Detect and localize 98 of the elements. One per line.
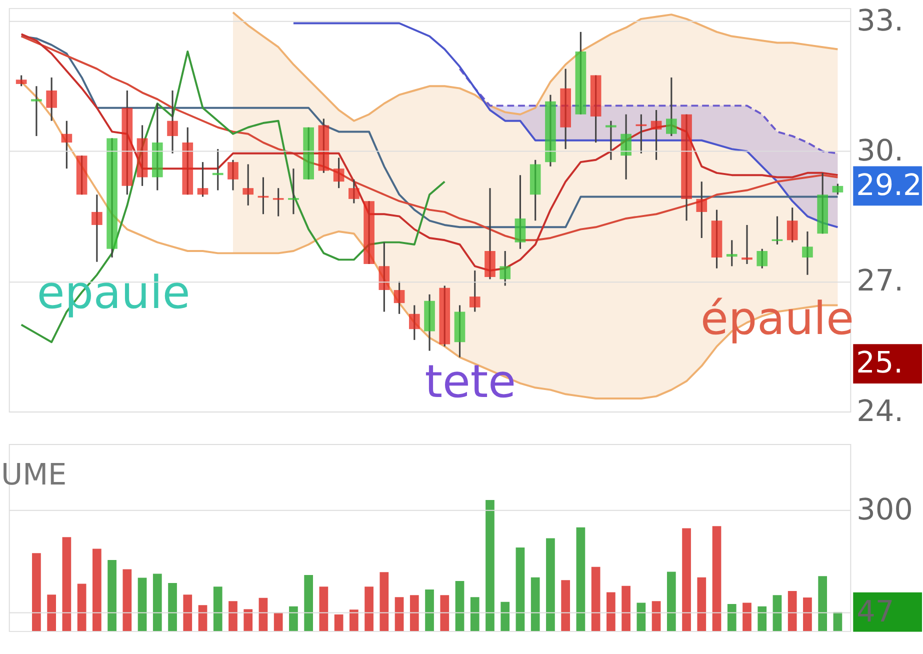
y-tick-label: 47 xyxy=(856,594,894,628)
candlestick xyxy=(500,250,511,286)
bar xyxy=(666,572,676,631)
bar xyxy=(350,610,358,631)
candlestick xyxy=(666,76,677,137)
annotation: tete xyxy=(424,355,516,408)
bar xyxy=(304,574,314,631)
y-tick-label: 27. xyxy=(856,264,904,298)
bar xyxy=(697,577,706,631)
bar xyxy=(561,580,570,631)
candlestick xyxy=(348,178,360,204)
bar xyxy=(364,586,374,631)
candlestick xyxy=(726,239,738,267)
candlestick xyxy=(242,163,254,206)
text: UME xyxy=(0,457,67,492)
bar xyxy=(788,591,797,631)
y-tick-label: 30. xyxy=(856,134,904,168)
bar xyxy=(591,566,600,631)
bar xyxy=(138,578,147,631)
bar xyxy=(440,595,450,631)
candlestick xyxy=(272,187,284,218)
bar xyxy=(47,594,56,631)
bar xyxy=(470,597,480,631)
bar xyxy=(258,598,268,631)
bar xyxy=(77,584,86,631)
candlestick xyxy=(606,120,616,161)
bar xyxy=(228,601,238,631)
bar xyxy=(394,597,404,631)
bar xyxy=(803,598,812,631)
text: 29.2 xyxy=(856,168,922,202)
candlestick xyxy=(802,230,813,276)
bar xyxy=(833,612,842,631)
candlestick xyxy=(167,90,178,154)
bar xyxy=(32,553,41,631)
bar xyxy=(244,609,253,631)
bar xyxy=(274,612,283,631)
bar xyxy=(455,580,464,631)
bar xyxy=(289,606,298,631)
bar xyxy=(682,528,691,631)
bar xyxy=(198,605,208,631)
candlestick xyxy=(832,182,844,196)
line-series xyxy=(232,11,839,122)
candlestick xyxy=(742,224,752,265)
candlestick xyxy=(197,161,208,198)
candlestick xyxy=(620,114,632,180)
y-tick-label: 33. xyxy=(856,3,904,38)
candlestick xyxy=(92,194,102,263)
candlestick xyxy=(61,120,72,170)
bar xyxy=(516,548,525,631)
bar xyxy=(319,586,328,631)
bar xyxy=(622,586,630,631)
bar xyxy=(62,537,72,631)
candlestick xyxy=(46,76,57,122)
candlestick xyxy=(469,270,480,313)
bar xyxy=(758,606,767,631)
candlestick xyxy=(514,174,526,250)
line-series xyxy=(292,22,839,228)
bar xyxy=(576,527,586,631)
text: 25. xyxy=(856,346,904,380)
bar xyxy=(712,526,722,631)
bar xyxy=(122,569,132,631)
candlestick xyxy=(650,109,662,161)
bar xyxy=(652,601,661,631)
bar xyxy=(380,572,389,631)
bar xyxy=(742,602,752,631)
bar xyxy=(108,560,116,631)
bar xyxy=(152,574,162,631)
bar xyxy=(334,614,344,631)
bar xyxy=(410,595,419,631)
candlestick xyxy=(288,168,299,215)
candlestick xyxy=(378,242,390,313)
bar xyxy=(183,594,192,631)
bar xyxy=(530,577,540,631)
bar xyxy=(772,595,782,631)
line-series xyxy=(20,50,446,344)
y-tick-label: 24. xyxy=(856,394,904,428)
bar xyxy=(727,604,736,631)
candlestick xyxy=(212,148,224,192)
candlestick xyxy=(394,280,405,315)
bar xyxy=(500,602,510,631)
candlestick xyxy=(786,206,798,244)
bar xyxy=(486,500,494,631)
candlestick xyxy=(408,304,420,341)
bar xyxy=(425,589,434,631)
y-tick-label: 300 xyxy=(856,492,913,526)
bar xyxy=(636,602,646,631)
candlestick xyxy=(756,248,768,270)
bar xyxy=(818,576,828,631)
candlestick xyxy=(696,180,708,239)
bar xyxy=(92,548,102,631)
candlestick xyxy=(31,85,42,137)
bar xyxy=(546,538,555,631)
candlestick xyxy=(16,74,27,87)
bar xyxy=(168,582,177,631)
bar xyxy=(606,592,616,631)
candlestick xyxy=(333,156,344,189)
candlestick xyxy=(228,159,238,192)
bar xyxy=(213,586,222,631)
